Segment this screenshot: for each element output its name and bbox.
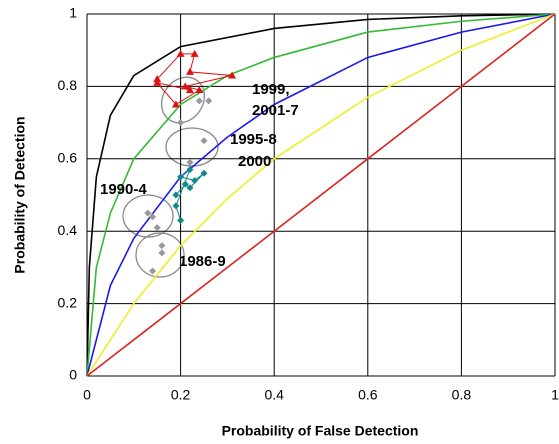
annotation: 1999, [252, 81, 290, 98]
marker [171, 100, 180, 108]
x-tick-label: 0.4 [264, 387, 284, 403]
marker [149, 267, 157, 275]
marker [176, 49, 185, 57]
marker [158, 242, 166, 250]
series-line [86, 13, 556, 377]
marker [153, 224, 161, 232]
x-tick-label: 0.2 [171, 387, 191, 403]
marker [186, 184, 194, 192]
marker [172, 191, 180, 199]
y-tick-label: 0.4 [58, 222, 78, 238]
x-tick-label: 1 [551, 387, 559, 403]
y-tick-label: 0.8 [58, 77, 78, 93]
group-ellipses [122, 76, 219, 278]
grid [86, 13, 556, 377]
marker [153, 78, 162, 86]
marker [195, 97, 203, 105]
marker [153, 75, 162, 83]
marker [177, 216, 185, 224]
series-line [86, 13, 556, 377]
annotation: 2001-7 [252, 102, 299, 119]
marker [185, 86, 194, 94]
x-axis-title: Probability of False Detection [222, 423, 419, 439]
series-line [86, 13, 556, 377]
ellipse [165, 127, 219, 167]
marker [205, 97, 213, 105]
y-tick-label: 0.2 [58, 294, 78, 310]
marker [181, 180, 189, 188]
marker [158, 249, 166, 257]
x-tick-label: 0.8 [452, 387, 472, 403]
y-tick-label: 0.6 [58, 150, 78, 166]
marker [177, 119, 185, 127]
x-tick-label: 0.6 [358, 387, 378, 403]
marker [144, 209, 152, 217]
y-axis-title: Probability of Detection [12, 116, 28, 273]
x-tick-label: 0 [83, 387, 91, 403]
marker [191, 177, 199, 185]
annotation: 2000 [238, 153, 271, 170]
annotation: 1995-8 [230, 131, 277, 148]
marker [186, 158, 194, 166]
marker [172, 202, 180, 210]
marker [200, 169, 208, 177]
marker [185, 67, 194, 75]
marker [186, 166, 194, 174]
marker [149, 213, 157, 221]
marker [190, 49, 199, 57]
annotation: 1990-4 [100, 181, 147, 198]
ellipse [160, 76, 206, 124]
series-line [86, 13, 556, 377]
series-line [86, 13, 556, 377]
marker [177, 173, 185, 181]
marker [228, 71, 237, 79]
series-line [155, 53, 233, 106]
y-tick-label: 0 [69, 367, 77, 383]
marker [200, 137, 208, 145]
annotation: 1986-9 [179, 253, 226, 270]
y-tick-label: 1 [69, 5, 77, 21]
marker [195, 86, 204, 94]
ellipse [122, 194, 174, 238]
marker [181, 82, 190, 90]
ellipse [135, 232, 185, 278]
